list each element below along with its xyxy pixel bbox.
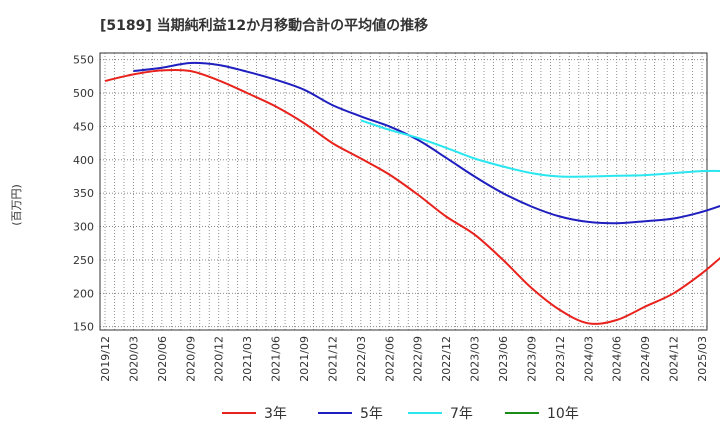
legend-label: 3年	[264, 406, 287, 422]
series-line-3年	[104, 68, 720, 325]
x-tick-label: 2024/09	[639, 336, 652, 382]
y-tick-label: 200	[73, 287, 94, 300]
chart-title: [5189] 当期純利益12か月移動合計の平均値の推移	[100, 17, 428, 34]
series-group	[104, 61, 720, 325]
x-tick-label: 2023/03	[469, 336, 482, 382]
x-tick-label: 2021/06	[270, 336, 283, 382]
grid	[100, 53, 707, 330]
legend: 3年 5年 7年 10年	[222, 406, 579, 422]
x-tick-label: 2020/03	[127, 336, 140, 382]
x-tick-label: 2020/06	[156, 336, 169, 382]
x-tick-label: 2024/06	[611, 336, 624, 382]
y-axis: 150 200 250 300 350 400 450 500 550	[73, 54, 94, 334]
legend-label: 7年	[450, 406, 473, 422]
x-tick-label: 2019/12	[99, 336, 112, 382]
y-tick-label: 500	[73, 87, 94, 100]
x-tick-label: 2020/12	[213, 336, 226, 382]
x-tick-label: 2022/09	[412, 336, 425, 382]
legend-label: 10年	[547, 406, 579, 422]
y-tick-label: 350	[73, 187, 94, 200]
x-tick-label: 2020/09	[184, 336, 197, 382]
y-tick-label: 150	[73, 321, 94, 334]
x-tick-label: 2025/03	[696, 336, 709, 382]
series-line-5年	[133, 61, 720, 225]
y-tick-label: 300	[73, 221, 94, 234]
y-tick-label: 550	[73, 54, 94, 67]
x-tick-label: 2023/06	[497, 336, 510, 382]
x-tick-label: 2021/03	[241, 336, 254, 382]
y-tick-label: 250	[73, 254, 94, 267]
x-tick-label: 2021/09	[298, 336, 311, 382]
x-tick-label: 2022/06	[383, 336, 396, 382]
x-tick-label: 2024/12	[668, 336, 681, 382]
x-tick-label: 2023/09	[525, 336, 538, 382]
y-tick-label: 450	[73, 120, 94, 133]
x-tick-label: 2024/03	[582, 336, 595, 382]
x-tick-label: 2021/12	[326, 336, 339, 382]
x-tick-label: 2023/12	[554, 336, 567, 382]
legend-label: 5年	[360, 406, 383, 422]
y-tick-label: 400	[73, 154, 94, 167]
y-axis-label: (百万円)	[10, 184, 23, 226]
series-line-7年	[360, 119, 720, 178]
x-tick-label: 2022/12	[440, 336, 453, 382]
x-axis: 2019/12 2020/03 2020/06 2020/09 2020/12 2021/…	[99, 336, 709, 382]
plot-frame	[99, 52, 708, 331]
x-tick-label: 2022/03	[355, 336, 368, 382]
